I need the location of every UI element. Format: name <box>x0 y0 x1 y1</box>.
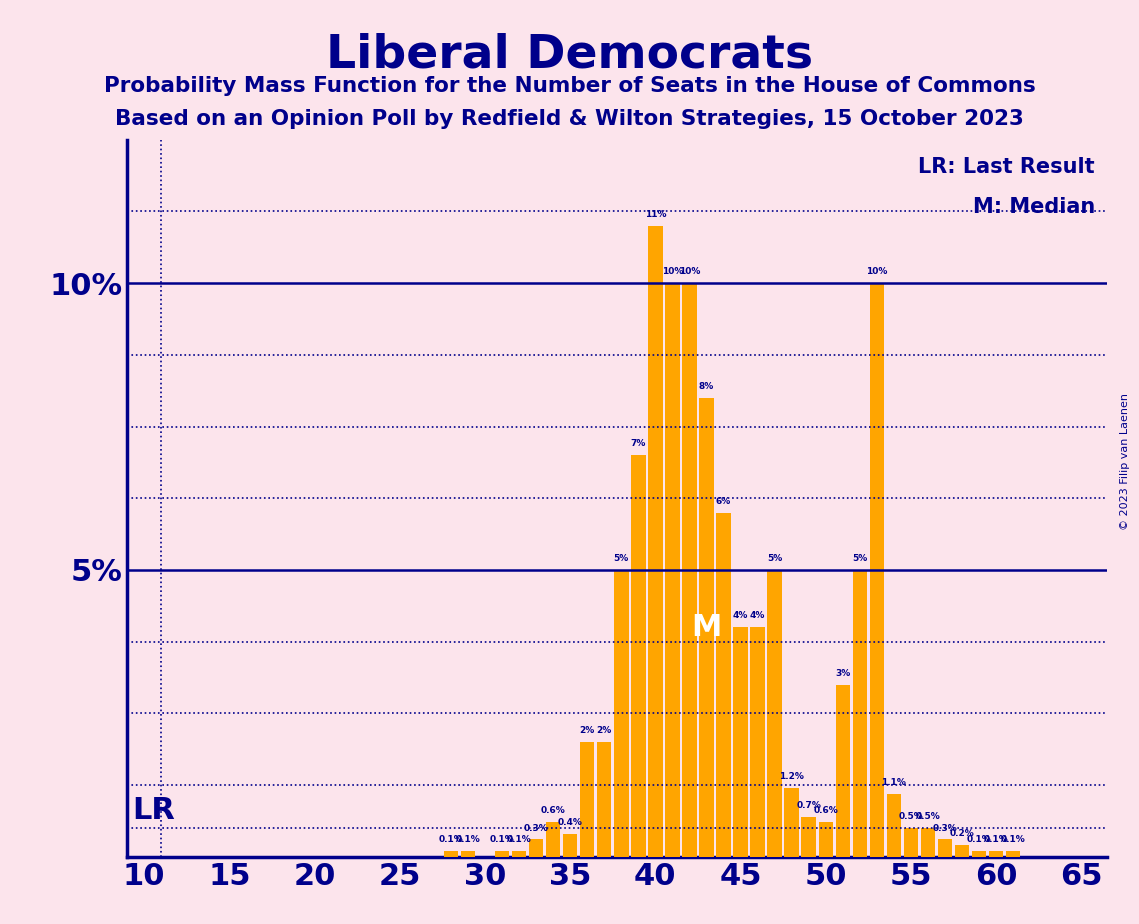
Bar <box>546 822 560 857</box>
Text: 0.6%: 0.6% <box>541 807 565 815</box>
Text: 0.1%: 0.1% <box>490 835 515 844</box>
Text: 2%: 2% <box>580 726 595 736</box>
Text: M: Median: M: Median <box>973 197 1095 217</box>
Bar <box>1006 851 1021 857</box>
Bar <box>460 851 475 857</box>
Text: 0.5%: 0.5% <box>916 812 941 821</box>
Bar <box>716 513 731 857</box>
Bar <box>597 742 612 857</box>
Bar <box>972 851 986 857</box>
Text: 0.1%: 0.1% <box>984 835 1008 844</box>
Bar <box>699 398 714 857</box>
Text: 0.1%: 0.1% <box>507 835 532 844</box>
Bar <box>494 851 509 857</box>
Bar <box>665 283 680 857</box>
Bar <box>528 839 543 857</box>
Bar <box>903 828 918 857</box>
Text: Liberal Democrats: Liberal Democrats <box>326 32 813 78</box>
Text: 0.2%: 0.2% <box>950 830 975 838</box>
Text: M: M <box>691 613 722 642</box>
Bar <box>937 839 952 857</box>
Text: 0.1%: 0.1% <box>456 835 481 844</box>
Text: 0.4%: 0.4% <box>558 818 583 827</box>
Bar <box>614 570 629 857</box>
Text: 0.7%: 0.7% <box>796 800 821 809</box>
Text: 8%: 8% <box>699 382 714 391</box>
Text: 0.1%: 0.1% <box>967 835 991 844</box>
Bar <box>853 570 867 857</box>
Text: 0.3%: 0.3% <box>524 823 549 833</box>
Text: 2%: 2% <box>597 726 612 736</box>
Text: 0.5%: 0.5% <box>899 812 924 821</box>
Text: 5%: 5% <box>852 554 868 563</box>
Bar <box>631 456 646 857</box>
Text: 3%: 3% <box>835 669 851 677</box>
Text: 0.3%: 0.3% <box>933 823 958 833</box>
Bar <box>444 851 458 857</box>
Text: 10%: 10% <box>866 267 887 276</box>
Text: 10%: 10% <box>662 267 683 276</box>
Bar <box>563 833 577 857</box>
Text: 7%: 7% <box>631 439 646 448</box>
Bar <box>870 283 884 857</box>
Text: LR: LR <box>132 796 175 825</box>
Bar <box>511 851 526 857</box>
Bar <box>886 794 901 857</box>
Bar <box>920 828 935 857</box>
Bar <box>768 570 781 857</box>
Text: 5%: 5% <box>767 554 782 563</box>
Text: 0.1%: 0.1% <box>1001 835 1025 844</box>
Bar <box>785 788 798 857</box>
Text: Probability Mass Function for the Number of Seats in the House of Commons: Probability Mass Function for the Number… <box>104 76 1035 96</box>
Text: 0.6%: 0.6% <box>813 807 838 815</box>
Bar <box>954 845 969 857</box>
Text: 11%: 11% <box>645 210 666 219</box>
Text: 1.2%: 1.2% <box>779 772 804 781</box>
Text: 1.1%: 1.1% <box>882 778 907 786</box>
Bar <box>734 627 748 857</box>
Bar <box>648 225 663 857</box>
Text: 10%: 10% <box>679 267 700 276</box>
Text: LR: Last Result: LR: Last Result <box>918 157 1095 177</box>
Bar <box>682 283 697 857</box>
Text: 4%: 4% <box>749 612 765 620</box>
Bar <box>819 822 833 857</box>
Bar <box>751 627 765 857</box>
Text: 5%: 5% <box>614 554 629 563</box>
Bar <box>836 685 850 857</box>
Bar <box>580 742 595 857</box>
Bar <box>989 851 1003 857</box>
Text: © 2023 Filip van Laenen: © 2023 Filip van Laenen <box>1121 394 1130 530</box>
Text: 4%: 4% <box>732 612 748 620</box>
Text: 0.1%: 0.1% <box>439 835 464 844</box>
Bar <box>802 817 816 857</box>
Text: 6%: 6% <box>716 497 731 505</box>
Text: Based on an Opinion Poll by Redfield & Wilton Strategies, 15 October 2023: Based on an Opinion Poll by Redfield & W… <box>115 109 1024 129</box>
